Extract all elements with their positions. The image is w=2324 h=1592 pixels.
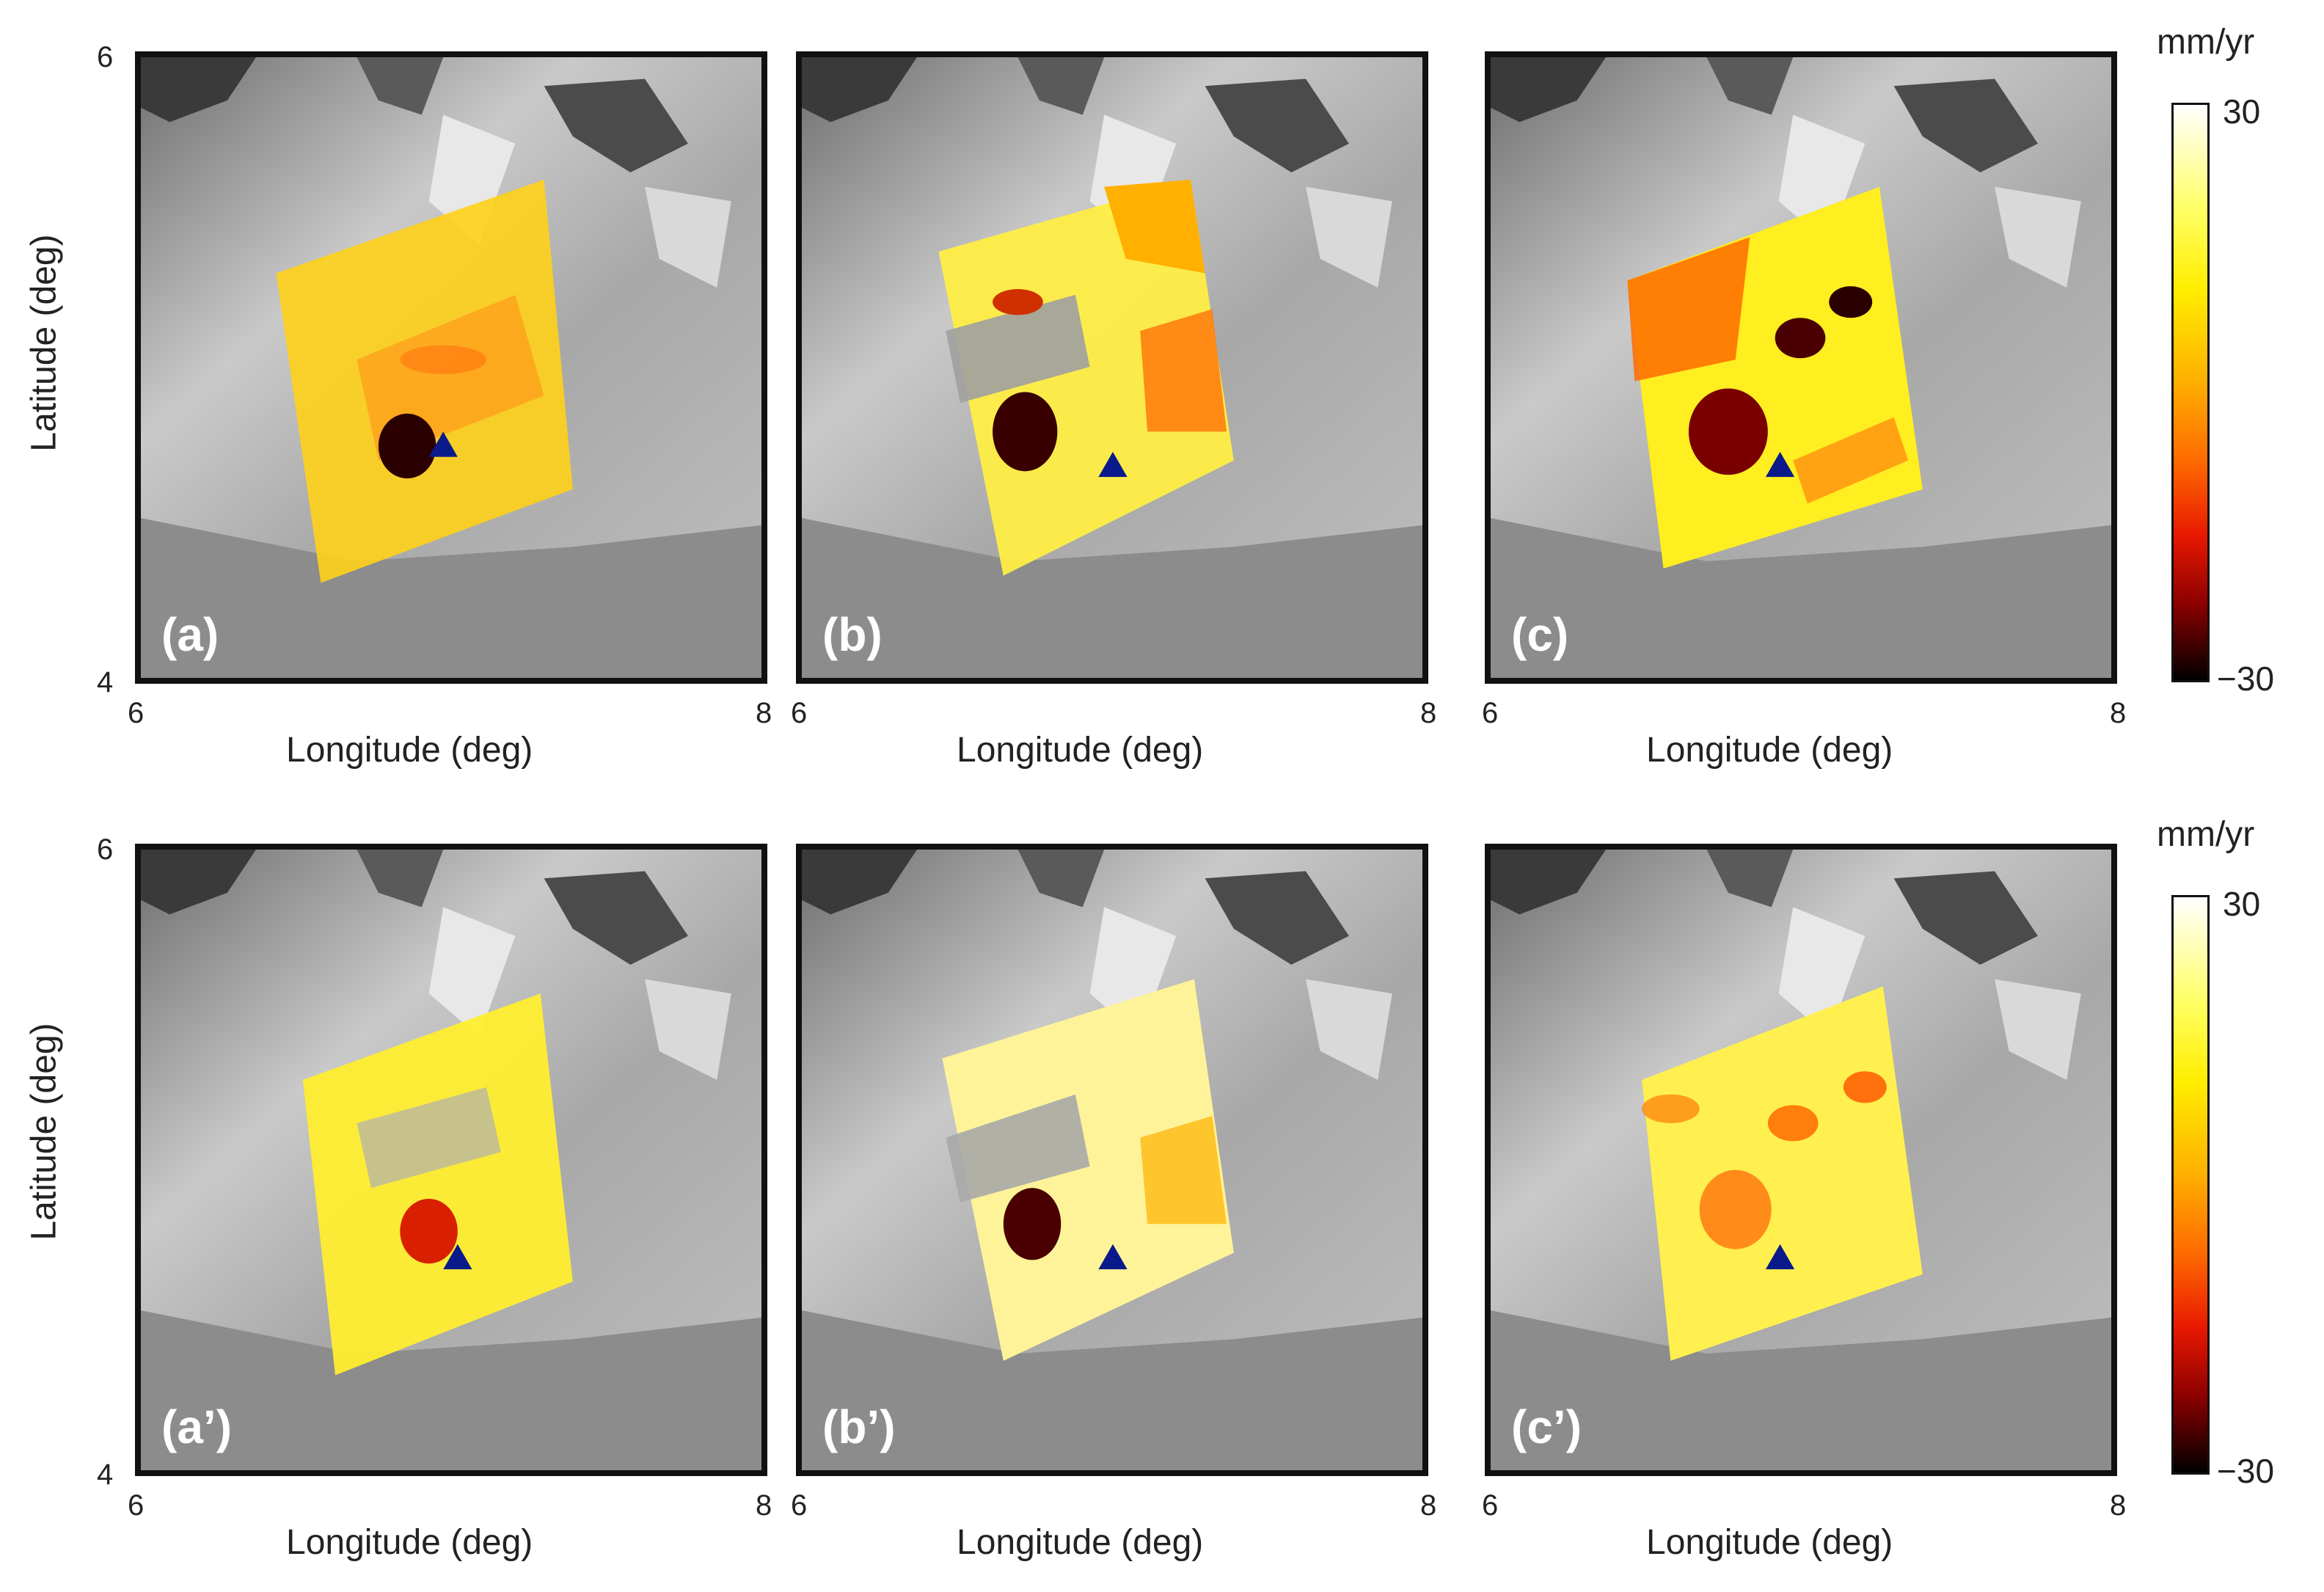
shaded-relief-a-prime [141,850,761,1470]
colorbar-bottom [2171,895,2210,1475]
panel-label-c-prime: (c’) [1511,1401,1582,1453]
x-axis-label-b: Longitude (deg) [957,731,1204,770]
x-tick-b-right: 8 [1420,697,1437,729]
x-tick-c-prime-right: 8 [2110,1489,2127,1522]
velocity-footprint-a-prime [302,993,573,1376]
shaded-relief-c [1491,57,2111,678]
x-tick-a-prime-left: 6 [128,1489,145,1522]
x-tick-b-prime-right: 8 [1420,1489,1437,1522]
y-tick-bottom-row2: 4 [97,1458,114,1491]
y-axis-label-top: Latitude (deg) [24,234,64,452]
x-tick-c-right: 8 [2110,697,2127,729]
colorbar-unit-top: mm/yr [2157,23,2255,62]
colorbar-max-bottom: 30 [2223,885,2261,923]
colorbar-min-top: −30 [2217,660,2275,698]
panel-label-b: (b) [822,608,883,661]
velocity-footprint-b-prime [942,979,1234,1361]
y-tick-top-row2: 6 [97,833,114,866]
volcano-marker-c [1765,451,1795,478]
volcano-marker-c-prime [1765,1244,1795,1270]
map-panel-a: (a) [135,51,767,684]
colorbar-min-bottom: −30 [2217,1452,2275,1490]
colorbar-max-top: 30 [2223,92,2261,131]
map-panel-a-prime: (a’) [135,844,767,1476]
colorbar-top [2171,103,2210,682]
map-panel-c-prime: (c’) [1485,844,2117,1476]
panel-label-c: (c) [1511,608,1569,661]
x-tick-c-left: 6 [1482,697,1499,729]
x-tick-c-prime-left: 6 [1482,1489,1499,1522]
x-tick-a-prime-right: 8 [756,1489,772,1522]
y-tick-bottom-row1: 4 [97,666,114,698]
y-tick-top-row1: 6 [97,41,114,73]
x-tick-b-prime-left: 6 [791,1489,808,1522]
shaded-relief-b-prime [802,850,1422,1470]
shaded-relief-c-prime [1491,850,2111,1470]
shaded-relief-b [802,57,1422,678]
map-panel-b: (b) [796,51,1428,684]
panel-label-a: (a) [161,608,219,661]
x-tick-a-right: 8 [756,697,772,729]
x-tick-b-left: 6 [791,697,808,729]
colorbar-unit-bottom: mm/yr [2157,815,2255,854]
panel-label-a-prime: (a’) [161,1401,232,1453]
x-axis-label-b-prime: Longitude (deg) [957,1523,1204,1562]
x-axis-label-a-prime: Longitude (deg) [286,1523,533,1562]
y-axis-label-bottom: Latitude (deg) [24,1023,64,1241]
x-axis-label-a: Longitude (deg) [286,731,533,770]
panel-label-b-prime: (b’) [822,1401,896,1453]
shaded-relief-a [141,57,761,678]
volcano-marker-a-prime [443,1244,472,1270]
map-panel-c: (c) [1485,51,2117,684]
volcano-marker-b-prime [1098,1244,1128,1270]
map-panel-b-prime: (b’) [796,844,1428,1476]
x-tick-a-left: 6 [128,697,145,729]
x-axis-label-c: Longitude (deg) [1646,731,1893,770]
volcano-marker-b [1098,451,1128,478]
x-axis-label-c-prime: Longitude (deg) [1646,1523,1893,1562]
volcano-marker-a [428,431,458,457]
velocity-footprint-b [938,179,1234,576]
